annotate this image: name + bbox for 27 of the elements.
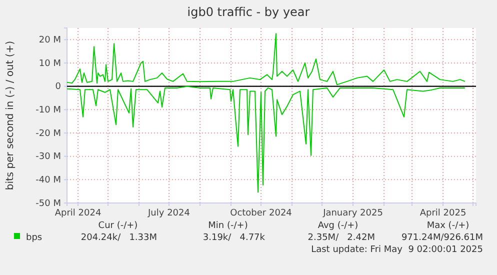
y-tick-label: -40 M xyxy=(36,176,61,186)
text: Last update: Fri May 9 02:00:01 2025 xyxy=(311,245,483,255)
legend-label: bps xyxy=(26,233,42,243)
y-tick-label: -30 M xyxy=(36,152,61,162)
text: 2.35M/ 2.42M xyxy=(308,233,375,243)
y-tick-label: -20 M xyxy=(36,128,61,139)
text: Avg (-/+) xyxy=(318,221,358,231)
y-axis-title: bits per second in (-) / out (+) xyxy=(5,40,16,190)
x-tick-label: October 2024 xyxy=(230,208,292,218)
y-tick-label: -10 M xyxy=(36,106,61,116)
line-series xyxy=(66,33,466,86)
chart-title: igb0 traffic - by year xyxy=(187,5,310,19)
text: 3.19k/ 4.77k xyxy=(202,233,266,243)
text: 204.24k/ 1.33M xyxy=(80,233,157,243)
y-tick-label: 20 M xyxy=(38,36,61,46)
y-tick-label: 0 xyxy=(55,82,62,92)
x-tick-label: January 2025 xyxy=(322,208,383,218)
x-tick-label: April 2025 xyxy=(420,208,466,218)
y-tick-label: -50 M xyxy=(36,198,61,209)
x-tick-label: April 2024 xyxy=(54,208,102,218)
text: Cur (-/+) xyxy=(98,221,138,231)
text: Max (-/+) xyxy=(426,221,470,231)
x-tick-label: July 2024 xyxy=(147,208,190,218)
text: 971.24M/926.61M xyxy=(401,233,483,243)
y-tick-label: 10 M xyxy=(38,58,61,69)
line-series xyxy=(66,86,466,193)
text: Min (-/+) xyxy=(208,221,248,231)
